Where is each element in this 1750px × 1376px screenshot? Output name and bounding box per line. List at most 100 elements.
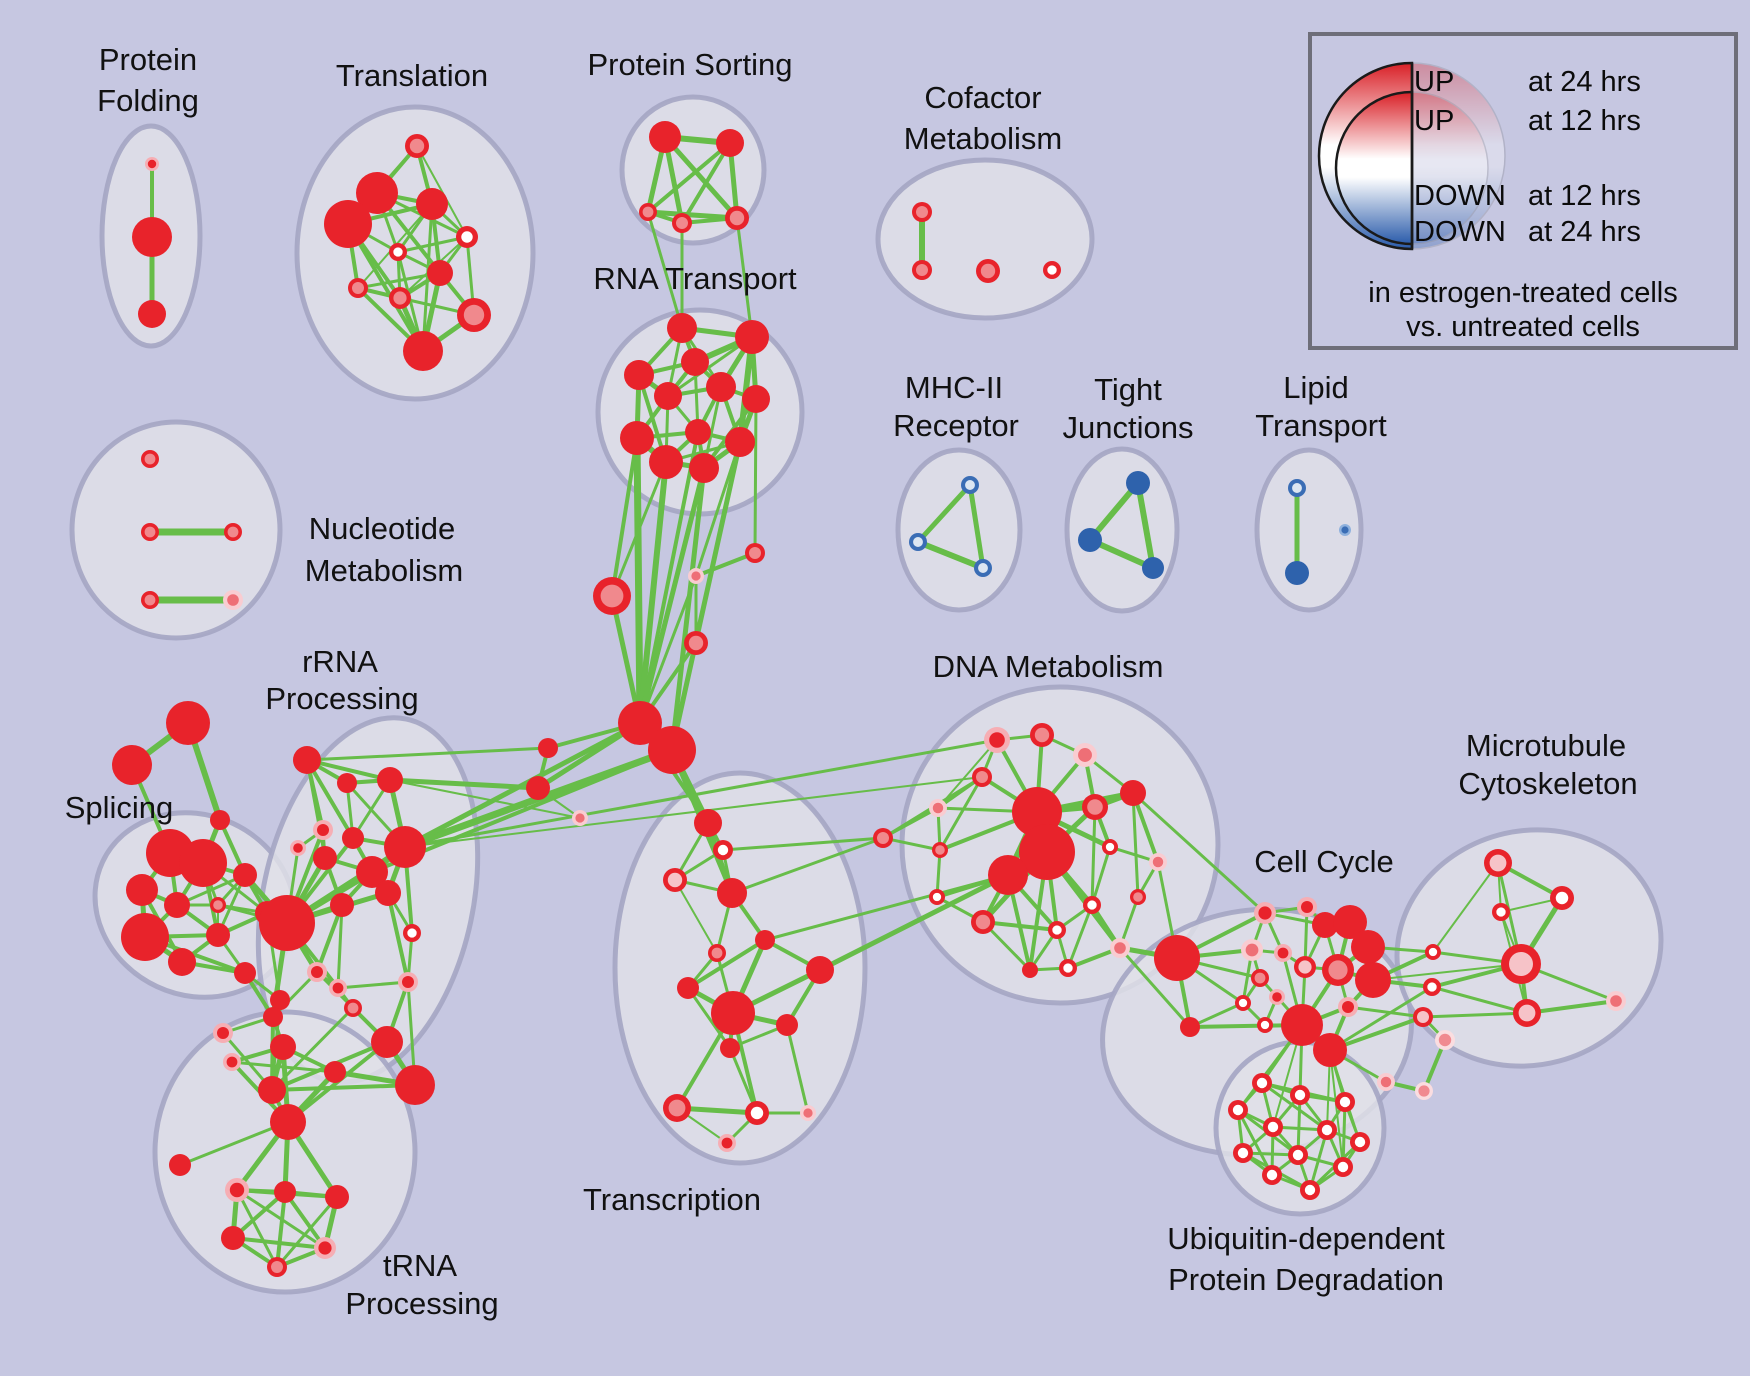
interaction-edge	[1328, 985, 1434, 1052]
interaction-edge	[817, 872, 1011, 973]
gene-node-ring	[403, 331, 443, 371]
gene-node-ring	[384, 826, 426, 868]
gene-node	[745, 1101, 769, 1125]
gene-node	[141, 450, 159, 468]
gene-node	[164, 892, 190, 918]
gene-node	[1126, 471, 1150, 495]
cluster-label-mhc: Receptor	[893, 408, 1019, 443]
gene-node-center	[147, 159, 157, 169]
interaction-edge	[1430, 985, 1529, 1015]
interaction-edge	[336, 980, 410, 990]
gene-node-center	[1418, 1085, 1430, 1097]
gene-node-ring	[681, 348, 709, 376]
gene-node	[132, 217, 172, 257]
gene-node-center	[144, 453, 156, 465]
legend-updown-dial	[1317, 61, 1506, 251]
legend-dial-inner-circle	[1334, 90, 1489, 246]
gene-node	[1317, 1120, 1337, 1140]
interaction-edge	[1131, 791, 1140, 899]
gene-node-ring	[206, 923, 230, 947]
gene-node-ring	[742, 385, 770, 413]
gene-node-ring	[1022, 962, 1038, 978]
gene-node	[1022, 962, 1038, 978]
gene-node-ring	[263, 1007, 283, 1027]
gene-node	[972, 767, 992, 787]
gene-node	[307, 962, 327, 982]
interaction-edge	[1308, 1128, 1329, 1192]
gene-node	[1262, 1165, 1282, 1185]
gene-node-ring	[1154, 935, 1200, 981]
gene-node	[375, 880, 401, 906]
legend-up-12-time: at 12 hrs	[1528, 105, 1641, 137]
gene-node	[1254, 902, 1276, 924]
gene-node	[677, 977, 699, 999]
gene-node	[169, 1154, 191, 1176]
gene-node	[649, 121, 681, 153]
gene-node	[1415, 1082, 1433, 1100]
interaction-edge	[346, 222, 425, 353]
gene-node	[961, 476, 979, 494]
gene-node-center	[1292, 483, 1302, 493]
gene-node-ring	[689, 453, 719, 483]
gene-node	[324, 200, 372, 248]
gene-node	[270, 990, 290, 1010]
gene-node-center	[1321, 1124, 1333, 1136]
gene-node	[293, 746, 321, 774]
gene-node	[718, 1134, 736, 1152]
interaction-edge	[694, 551, 757, 578]
interaction-edge	[686, 938, 767, 990]
gene-node-ring	[648, 726, 696, 774]
gene-node-center	[1509, 952, 1533, 976]
gene-node-center	[980, 263, 996, 279]
gene-node	[330, 893, 354, 917]
gene-node	[1413, 1007, 1433, 1027]
gene-node-ring	[169, 1154, 191, 1176]
gene-node	[706, 372, 736, 402]
gene-node	[1257, 1017, 1273, 1033]
gene-node	[1281, 1004, 1323, 1046]
gene-node-center	[965, 480, 975, 490]
gene-node	[1142, 557, 1164, 579]
gene-node-ring	[988, 855, 1028, 895]
gene-node-ring	[1312, 912, 1338, 938]
gene-node-center	[1438, 1033, 1452, 1047]
gene-node-center	[916, 206, 928, 218]
cluster-label-cf: Cofactor	[924, 80, 1041, 115]
gene-node	[1269, 989, 1285, 1005]
cluster-label-mhc: MHC-II	[905, 370, 1003, 405]
gene-node-ring	[168, 948, 196, 976]
cluster-ellipse-mhc	[895, 447, 1023, 613]
gene-node	[1294, 956, 1316, 978]
gene-node	[688, 568, 704, 584]
gene-node	[1251, 969, 1269, 987]
gene-node	[639, 203, 657, 221]
gene-node	[1501, 944, 1541, 984]
gene-node	[1288, 479, 1306, 497]
gene-node	[1130, 889, 1146, 905]
gene-node-ring	[233, 863, 257, 887]
gene-node	[210, 897, 226, 913]
gene-node-ring	[1333, 905, 1367, 939]
gene-node-ring	[210, 810, 230, 830]
cluster-label-nm: Metabolism	[305, 553, 464, 588]
cluster-label-lt: Lipid	[1283, 370, 1349, 405]
gene-node-center	[217, 1027, 229, 1039]
gene-node-ring	[706, 372, 736, 402]
legend-footnote-2: vs. untreated cells	[1406, 311, 1640, 343]
gene-node-center	[691, 571, 701, 581]
gene-node	[141, 591, 159, 609]
interaction-edge	[178, 1120, 290, 1167]
gene-node	[1550, 886, 1574, 910]
gene-node	[427, 260, 453, 286]
gene-node	[1233, 1143, 1253, 1163]
gene-node	[274, 1181, 296, 1203]
gene-node	[1297, 897, 1317, 917]
gene-node	[1235, 995, 1251, 1011]
gene-node	[356, 856, 388, 888]
gene-node	[121, 913, 169, 961]
gene-node	[1333, 905, 1367, 939]
gene-node	[1339, 524, 1351, 536]
gene-node-ring	[717, 878, 747, 908]
interaction-edge	[1066, 903, 1094, 970]
gene-node	[689, 453, 719, 483]
